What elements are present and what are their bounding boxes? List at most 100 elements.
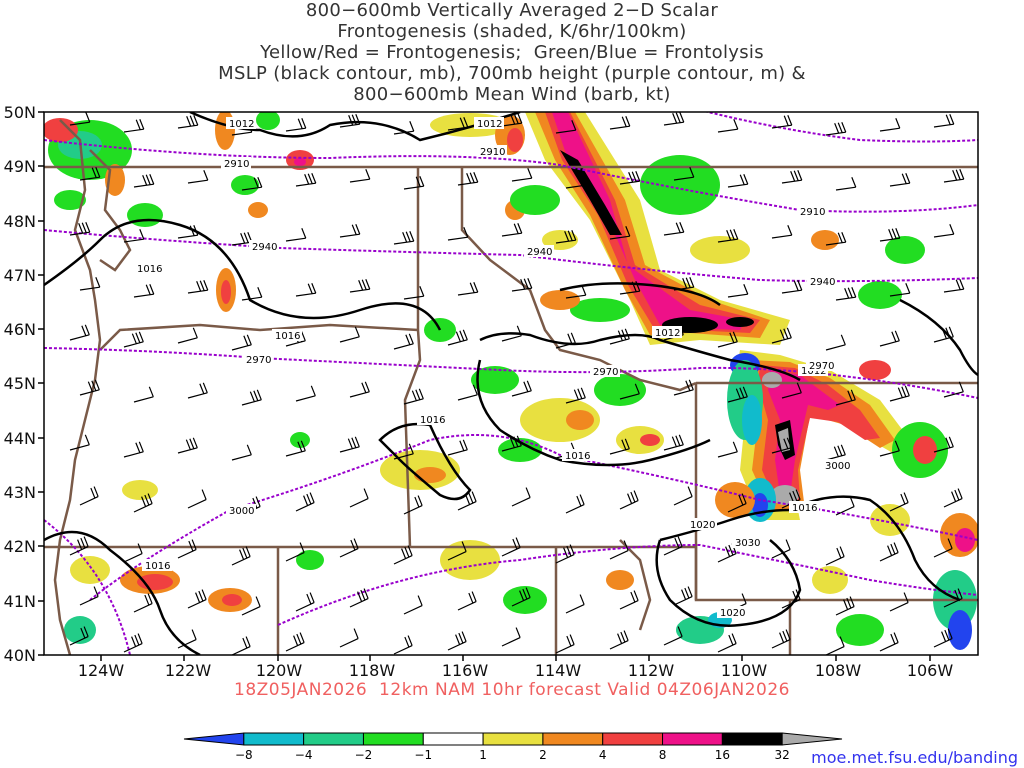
wind-barbs	[69, 112, 965, 655]
wind-barb	[943, 588, 963, 608]
wind-barb	[889, 385, 910, 402]
title-line-4: MSLP (black contour, mb), 700mb height (…	[218, 63, 806, 84]
wind-barb	[447, 116, 469, 131]
wind-barb	[889, 172, 911, 187]
svg-text:3000: 3000	[825, 461, 850, 472]
wind-barb	[133, 593, 153, 613]
lon-label: 110W	[721, 661, 768, 680]
wind-barb	[123, 543, 143, 563]
wind-barb	[555, 229, 577, 244]
wind-barb	[349, 488, 369, 508]
wind-barb	[241, 286, 263, 301]
wind-barb	[609, 328, 630, 345]
wind-barb	[663, 626, 683, 646]
lat-label: 41N	[4, 592, 36, 611]
colorbar-label: 32	[775, 748, 790, 762]
wind-barb	[241, 596, 261, 616]
colorbar-label: 8	[659, 748, 667, 762]
wind-barb	[457, 281, 479, 296]
lon-label: 124W	[78, 661, 125, 680]
wind-barb	[69, 112, 91, 126]
wind-barb	[339, 223, 361, 238]
colorbar-swatch	[542, 732, 604, 746]
colorbar-swatch	[662, 732, 723, 746]
wind-barb	[123, 228, 145, 243]
wind-barb	[501, 112, 523, 127]
colorbar-swatch	[362, 732, 424, 746]
colorbar-label: 1	[479, 748, 487, 762]
wind-barb	[285, 440, 306, 457]
height-label: 3000	[226, 504, 256, 517]
wind-barb	[285, 117, 307, 132]
wind-barb	[609, 540, 629, 560]
wind-barb	[457, 171, 479, 186]
wind-barb	[339, 628, 359, 648]
wind-barb	[123, 118, 145, 133]
wind-barb	[717, 633, 737, 653]
wind-barb	[781, 382, 802, 399]
wind-barb	[555, 544, 575, 564]
wind-barb	[771, 539, 791, 559]
map-title: 800−600mb Vertically Averaged 2−D Scalar…	[0, 0, 1024, 105]
mslp-label: 1016	[789, 501, 819, 514]
wind-barb	[349, 168, 371, 183]
colorbar-swatch	[243, 732, 305, 746]
puget-sound	[89, 149, 132, 272]
wind-barb	[133, 493, 153, 513]
svg-text:2940: 2940	[252, 242, 277, 253]
lon-label: 120W	[256, 661, 303, 680]
height-label: 3030	[732, 536, 762, 549]
wind-barb	[447, 541, 467, 561]
shade-east-band	[715, 230, 978, 650]
colorbar-label: 2	[539, 748, 547, 762]
svg-text:2970: 2970	[593, 367, 618, 378]
wind-barb	[771, 327, 792, 344]
mslp-label: 1012	[226, 117, 256, 130]
wind-barb	[673, 276, 695, 291]
colorbar-swatch	[482, 732, 544, 746]
height-label: 2910	[477, 145, 507, 158]
svg-text:2970: 2970	[246, 355, 271, 366]
wind-barb	[933, 436, 954, 453]
wind-barb	[295, 592, 315, 612]
id-mt-boundary	[460, 167, 697, 392]
wind-barb	[663, 221, 685, 236]
svg-text:2910: 2910	[224, 159, 249, 170]
lat-label: 46N	[4, 320, 36, 339]
colorbar-label: −8	[235, 748, 253, 762]
wind-barb	[393, 443, 414, 460]
svg-text:1016: 1016	[145, 561, 170, 572]
wind-barb	[241, 176, 263, 191]
wind-barb	[457, 491, 477, 511]
wind-barb	[511, 167, 533, 182]
wind-barb	[339, 538, 359, 558]
wind-barb	[339, 436, 360, 453]
wind-barb	[393, 120, 415, 135]
wind-barb	[231, 444, 252, 461]
wind-barb	[79, 276, 101, 291]
lon-label: 122W	[165, 661, 212, 680]
colorbar-swatch	[781, 732, 843, 746]
wind-barb	[609, 438, 630, 455]
wind-barb	[879, 117, 901, 132]
wind-barb	[187, 169, 209, 184]
wind-barb	[555, 332, 576, 349]
wind-barb	[565, 387, 586, 404]
wind-barb	[663, 536, 683, 556]
wind-barb	[231, 636, 251, 655]
wind-barb	[565, 174, 587, 189]
lat-label: 43N	[4, 483, 36, 502]
wind-barb	[447, 631, 467, 651]
wind-barb	[781, 279, 803, 294]
height-label: 2970	[243, 353, 273, 366]
lon-label: 114W	[535, 661, 582, 680]
wind-barb	[663, 434, 684, 451]
contour-label-layer: 1012 1012 1016 1016 1012 1016 1012 1016 …	[134, 117, 852, 619]
wind-barb	[231, 546, 251, 566]
wa-or-boundary	[99, 323, 419, 351]
wind-barb	[339, 113, 361, 128]
svg-text:1012: 1012	[229, 119, 254, 130]
forecast-valid-time: 18Z05JAN2026 12km NAM 10hr forecast Vali…	[234, 680, 790, 700]
wind-barb	[123, 331, 144, 348]
